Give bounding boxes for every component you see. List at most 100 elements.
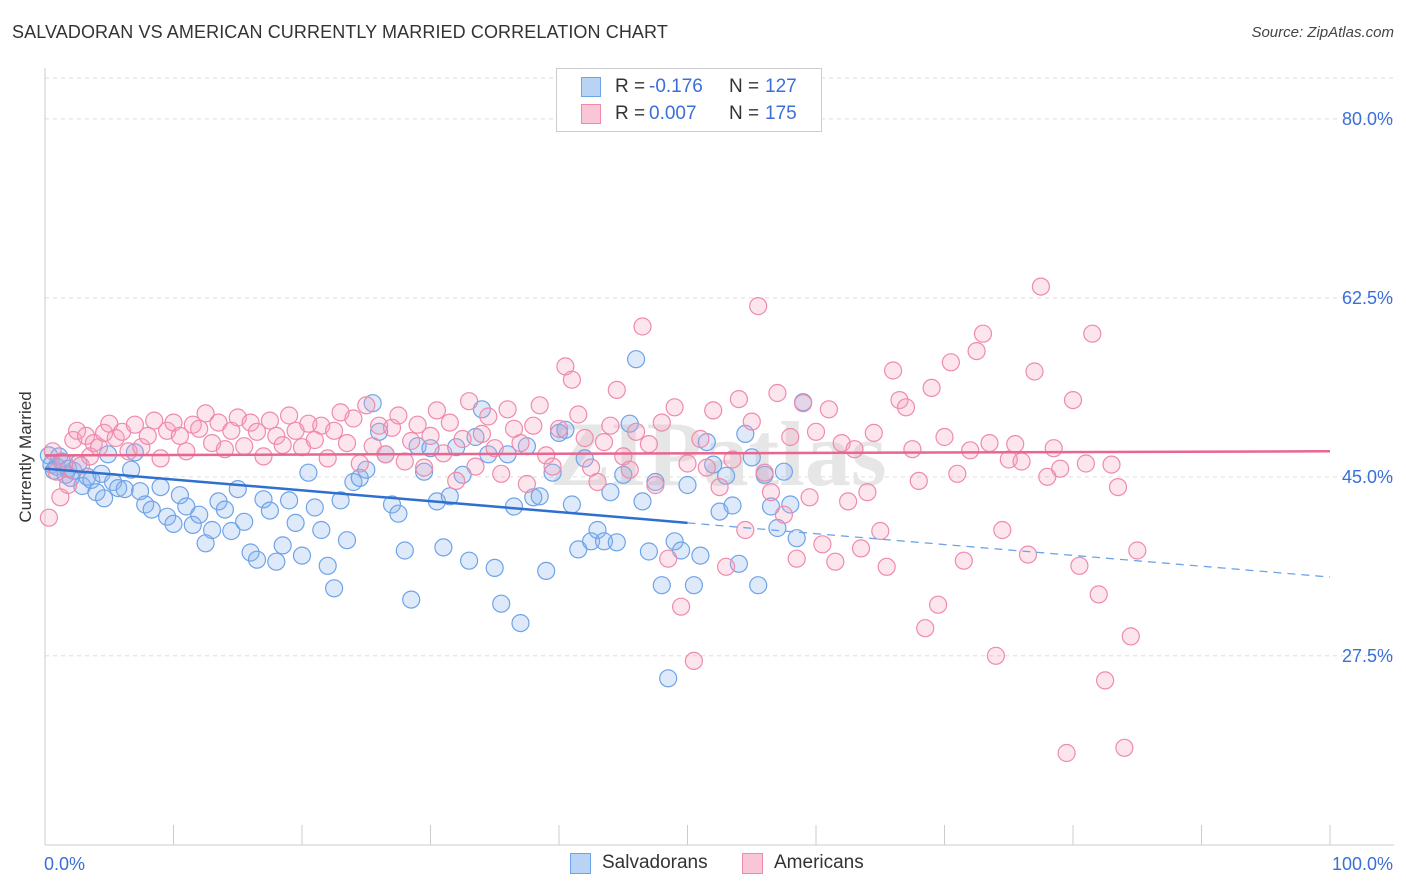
american-point (125, 415, 144, 434)
salvadoran-point (787, 529, 806, 548)
salvadoran-point (511, 613, 530, 633)
american-point (1057, 743, 1076, 763)
salvadoran-point (761, 497, 781, 516)
american-point (562, 370, 582, 389)
american-point (395, 452, 414, 471)
american-point (967, 342, 986, 361)
salvadoran-point (273, 536, 292, 555)
salvadoran-point (312, 520, 331, 540)
american-point (170, 426, 189, 445)
american-point (530, 396, 549, 415)
y-tick-label: 62.5% (1342, 288, 1393, 308)
salvadoran-point (543, 463, 562, 482)
salvadoran-point (115, 480, 134, 499)
american-point (260, 411, 279, 430)
salvadoran-point (460, 551, 479, 570)
american-point (421, 426, 440, 445)
american-point (697, 458, 716, 477)
legend-swatch-americans (742, 853, 763, 874)
salvadoran-point (652, 576, 671, 595)
american-point (691, 429, 710, 449)
american-point (58, 475, 78, 495)
american-point (177, 442, 196, 461)
american-point (209, 413, 228, 432)
salvadoran-point (109, 479, 128, 498)
american-point (659, 549, 678, 568)
american-point (1006, 435, 1025, 454)
salvadoran-point (305, 498, 324, 517)
american-point (826, 552, 845, 571)
salvadoran-point (142, 500, 161, 519)
salvadoran-point (716, 466, 736, 485)
stats-n-value: 127 (765, 76, 797, 97)
american-point (781, 427, 800, 447)
salvadoran-point (122, 460, 141, 479)
salvadoran-point (222, 521, 241, 541)
salvadoran-point (331, 491, 350, 510)
american-point (1063, 391, 1083, 410)
salvadoran-point (633, 492, 652, 511)
american-point (138, 426, 157, 445)
american-point (935, 427, 954, 447)
salvadoran-point (94, 489, 114, 508)
american-point (524, 416, 543, 435)
american-point (858, 483, 877, 502)
salvadoran-point (659, 669, 678, 688)
american-point (453, 429, 472, 449)
stats-r-label: R = (615, 103, 646, 124)
american-point (94, 423, 114, 442)
american-point (678, 454, 697, 473)
salvadorans-trend-extension (687, 522, 1331, 578)
american-point (749, 297, 768, 316)
american-point (986, 646, 1006, 665)
salvadoran-point (434, 538, 453, 557)
american-point (402, 431, 421, 451)
salvadoran-point (749, 576, 768, 595)
legend-label: Americans (774, 852, 864, 873)
american-point (190, 419, 209, 438)
american-point (1038, 467, 1057, 486)
american-point (517, 474, 537, 494)
salvadoran-point (472, 400, 491, 419)
american-point (466, 457, 485, 476)
salvadoran-point (537, 561, 556, 581)
american-point (1121, 627, 1140, 646)
salvadoran-point (337, 531, 357, 550)
american-point (883, 361, 903, 380)
american-point (1108, 478, 1128, 497)
american-point (1044, 439, 1063, 458)
american-point (498, 400, 517, 419)
american-point (838, 492, 858, 511)
x-tick-label: 0.0% (44, 854, 85, 874)
american-point (871, 521, 890, 541)
american-point (1012, 452, 1031, 471)
salvadoran-point (556, 420, 575, 439)
american-point (806, 422, 826, 441)
american-point (793, 394, 813, 413)
salvadoran-point (190, 505, 209, 524)
american-point (145, 411, 164, 430)
american-point (241, 413, 260, 432)
american-point (813, 535, 832, 554)
salvadoran-point (235, 512, 254, 531)
american-point (280, 406, 299, 425)
american-point (928, 595, 948, 614)
american-point (440, 413, 459, 432)
stats-n-value: 175 (765, 103, 797, 124)
american-point (729, 390, 749, 409)
salvadoran-point (151, 478, 170, 497)
american-point (626, 422, 646, 441)
salvadoran-point (440, 487, 459, 506)
americans-trend-line (44, 450, 1331, 457)
salvadoran-point (562, 495, 582, 514)
legend-swatch-salvadorans (570, 853, 591, 874)
american-point (774, 505, 794, 524)
american-point (736, 520, 755, 540)
american-point (537, 446, 556, 465)
american-point (671, 597, 691, 616)
axes (44, 68, 1394, 846)
american-point (325, 421, 344, 440)
salvadoran-point (267, 552, 286, 571)
salvadoran-point (594, 532, 614, 551)
stats-row-americans: R = 0.007 N = 175 (557, 100, 821, 128)
